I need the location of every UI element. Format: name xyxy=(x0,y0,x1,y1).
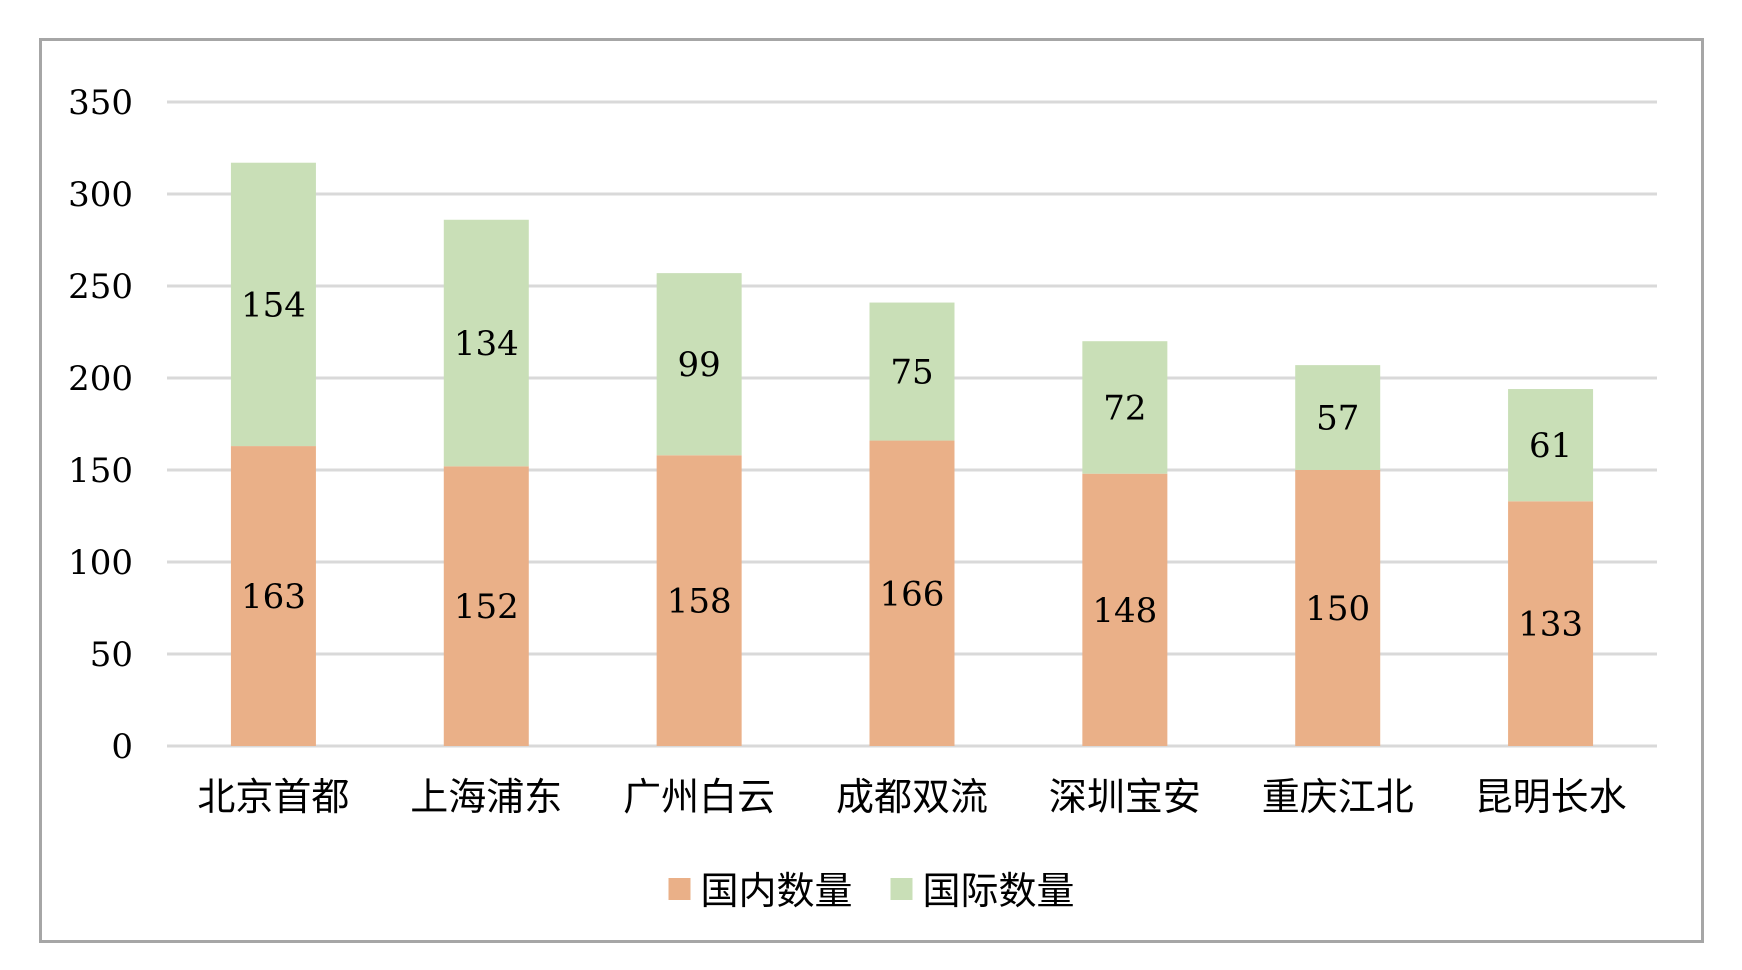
legend-label: 国内数量 xyxy=(701,869,853,913)
data-label: 61 xyxy=(1529,426,1572,466)
y-tick-label: 50 xyxy=(90,635,133,675)
bar-international xyxy=(1508,389,1594,502)
x-tick-label: 成都双流 xyxy=(836,775,988,819)
data-label: 99 xyxy=(678,345,721,385)
legend: 国内数量 国际数量 xyxy=(668,869,1075,913)
bar-international xyxy=(230,162,316,447)
bar-international xyxy=(869,302,955,441)
data-labels: 163 154 152 134 158 99 166 75 148 72 150 57 133 61 xyxy=(241,285,1583,644)
bar-domestic xyxy=(1295,470,1381,746)
bar-international xyxy=(1082,341,1168,474)
bar-domestic xyxy=(1082,473,1168,746)
data-label: 75 xyxy=(890,353,933,393)
bar-international xyxy=(443,219,529,467)
legend-label: 国际数量 xyxy=(923,869,1075,913)
bar-domestic xyxy=(869,440,955,746)
bars xyxy=(230,162,1594,746)
data-label: 150 xyxy=(1305,589,1370,629)
y-tick-label: 150 xyxy=(68,451,133,491)
x-tick-label: 重庆江北 xyxy=(1262,775,1414,819)
data-label: 166 xyxy=(880,574,945,614)
data-label: 133 xyxy=(1518,605,1583,645)
legend-swatch xyxy=(668,878,691,900)
legend-swatch xyxy=(890,878,913,900)
data-label: 152 xyxy=(454,587,519,627)
data-label: 163 xyxy=(241,577,306,617)
x-tick-label: 深圳宝安 xyxy=(1049,775,1201,819)
data-label: 158 xyxy=(667,582,732,622)
y-tick-label: 0 xyxy=(111,727,133,767)
bar-domestic xyxy=(443,466,529,746)
x-tick-label: 广州白云 xyxy=(623,775,775,819)
data-label: 57 xyxy=(1316,399,1359,439)
y-axis: 0 50 100 150 200 250 300 350 xyxy=(68,83,133,767)
x-tick-label: 昆明长水 xyxy=(1475,775,1627,819)
y-tick-label: 100 xyxy=(68,543,133,583)
bar-international xyxy=(1295,365,1381,470)
bar-domestic xyxy=(1508,501,1594,746)
y-tick-label: 200 xyxy=(68,359,133,399)
bar-international xyxy=(656,273,742,456)
y-tick-label: 300 xyxy=(68,175,133,215)
x-axis: 北京首都 上海浦东 广州白云 成都双流 深圳宝安 重庆江北 昆明长水 xyxy=(197,775,1626,819)
data-label: 72 xyxy=(1103,388,1146,428)
x-tick-label: 北京首都 xyxy=(197,775,349,819)
data-label: 134 xyxy=(454,324,519,364)
x-tick-label: 上海浦东 xyxy=(410,775,562,819)
bar-domestic xyxy=(230,446,316,746)
y-tick-label: 250 xyxy=(68,267,133,307)
data-label: 148 xyxy=(1092,591,1157,631)
data-label: 154 xyxy=(241,285,306,325)
bar-domestic xyxy=(656,455,742,746)
y-tick-label: 350 xyxy=(68,83,133,123)
